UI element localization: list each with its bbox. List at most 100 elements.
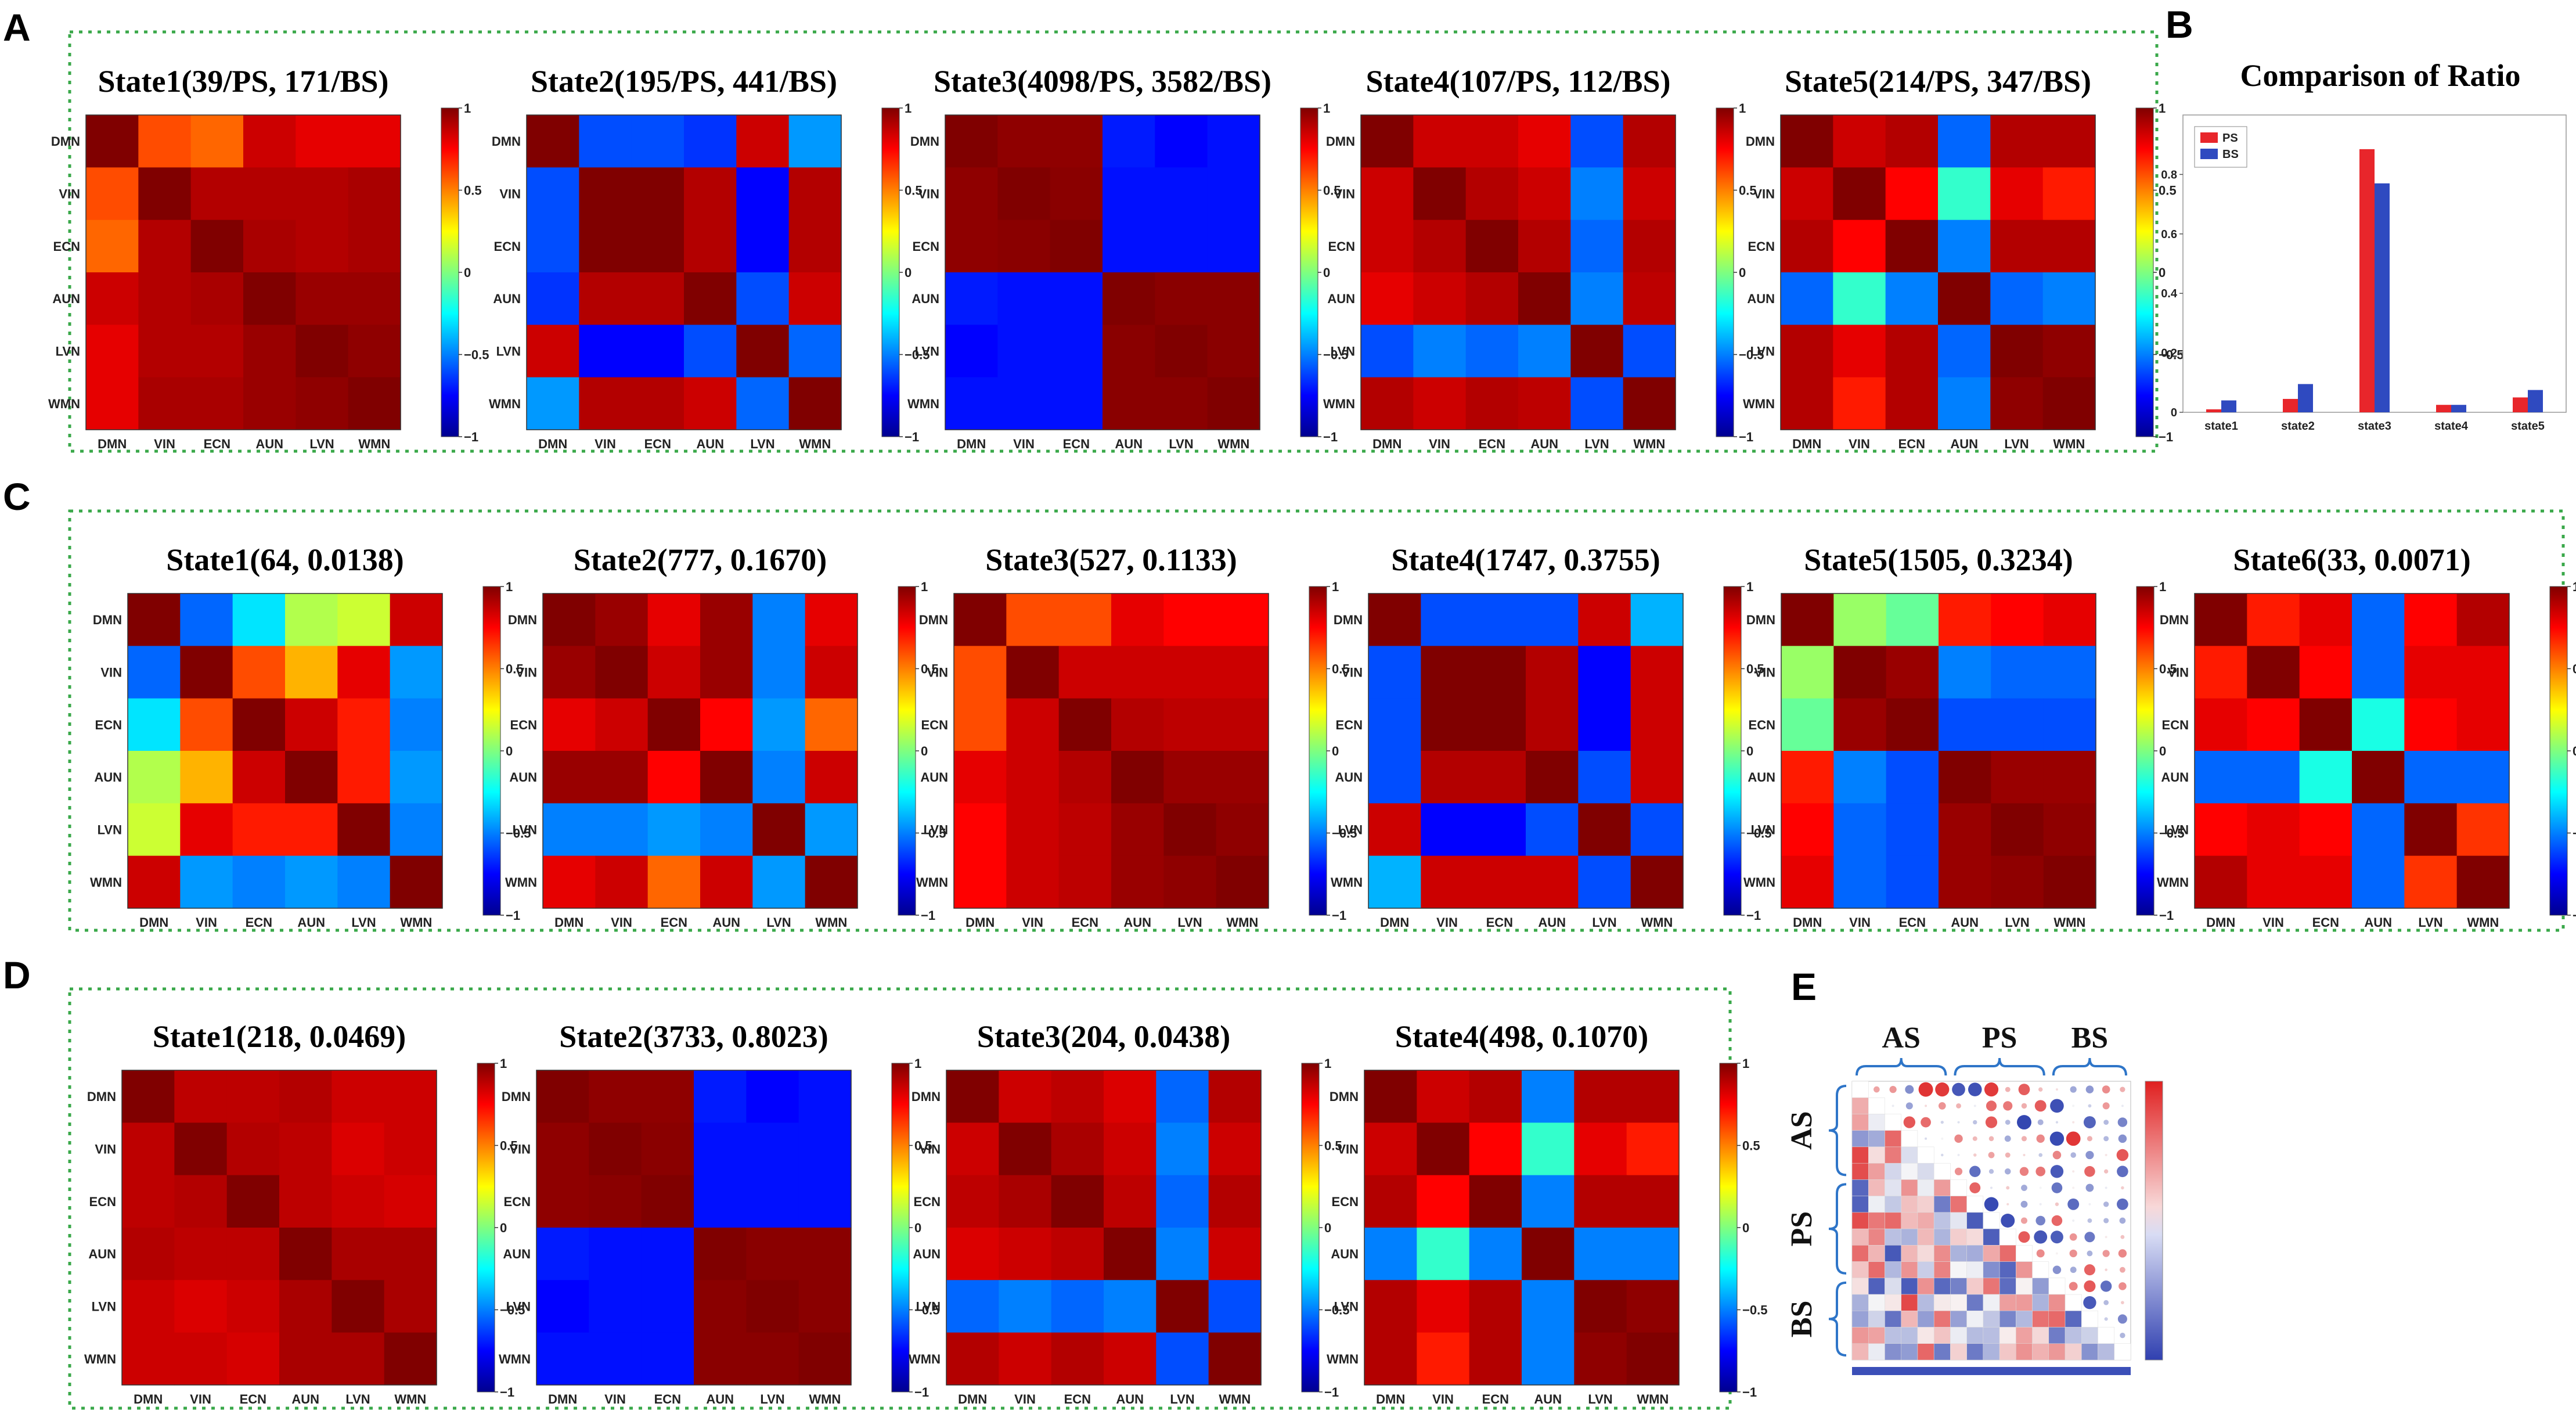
y-tick-label: LVN	[92, 1300, 116, 1314]
heatmap-cell	[180, 646, 233, 699]
x-tick-label: DMN	[1793, 915, 1822, 930]
heatmap-cell	[2043, 593, 2096, 646]
corr-cell	[2016, 1343, 2033, 1361]
y-tick-label: ECN	[89, 1194, 116, 1209]
colorbar-tick-label: 0.5	[1746, 662, 1764, 677]
corr-cell	[1901, 1146, 1918, 1164]
heatmap-cell	[543, 803, 596, 857]
heatmap-cell	[1518, 325, 1571, 378]
corr-circle	[1941, 1153, 1944, 1157]
heatmap-cell	[954, 646, 1007, 699]
corr-cell	[1950, 1212, 1967, 1229]
corr-cell	[1933, 1179, 1951, 1196]
corr-diagonal	[1851, 1081, 1869, 1098]
heatmap-cell	[232, 698, 286, 751]
corr-circle	[2066, 1131, 2081, 1146]
heatmap-cell	[527, 220, 579, 273]
y-tick-label: AUN	[913, 1247, 941, 1261]
corr-cell	[1983, 1311, 2000, 1327]
corr-cell	[1885, 1327, 1901, 1344]
x-tick-label: WMN	[1217, 437, 1249, 451]
legend-label: PS	[2222, 132, 2238, 145]
heatmap-cell	[527, 272, 579, 325]
heatmap-cell	[1578, 803, 1631, 857]
heatmap-cell	[752, 593, 806, 646]
heatmap-cell	[390, 698, 443, 751]
heatmap-cell	[805, 698, 858, 751]
group-brace-left	[1828, 1281, 1847, 1357]
corr-circle	[2072, 1170, 2075, 1173]
heatmap-cell	[2404, 593, 2458, 646]
heatmap-cell	[2352, 698, 2405, 751]
corr-circle	[2070, 1267, 2077, 1273]
group-brace-left	[1828, 1085, 1847, 1176]
corr-cell	[1999, 1294, 2016, 1311]
corr-circle	[1940, 1120, 1944, 1124]
heatmap-cell	[1623, 377, 1676, 430]
colorbar-tick-label: −1	[1332, 908, 1346, 923]
corr-circle	[1957, 1121, 1960, 1124]
heatmap-cell	[543, 698, 596, 751]
legend: PS BS	[2194, 126, 2247, 168]
corr-circle	[2087, 1218, 2092, 1223]
bar-PS-state3	[2359, 149, 2375, 412]
heatmap-cell	[1886, 593, 1939, 646]
heatmap-cell	[226, 1280, 280, 1333]
y-tick-label: DMN	[87, 1089, 116, 1104]
panel-label-B: B	[2166, 3, 2193, 46]
heatmap-cell	[2404, 751, 2458, 804]
corr-cell	[1885, 1261, 1901, 1279]
heatmap-cell	[1207, 115, 1260, 168]
corr-cell	[1851, 1343, 1869, 1361]
heatmap-cell	[1050, 377, 1103, 430]
colorbar-tick-label: −1	[1324, 1385, 1339, 1399]
colorbar-tick-label: −1	[506, 908, 520, 923]
heatmap-cell	[128, 646, 181, 699]
heatmap-cell	[279, 1228, 332, 1280]
heatmap-cell	[1886, 646, 1939, 699]
corr-circle	[1918, 1082, 1933, 1097]
heatmap-cell	[595, 698, 648, 751]
heatmap-cell	[1155, 115, 1208, 168]
heatmap-cell	[1518, 167, 1571, 221]
heatmap-cell	[1216, 698, 1269, 751]
heatmap-cell	[997, 325, 1051, 378]
heatmap-cell	[1050, 272, 1103, 325]
corr-cell	[1950, 1278, 1967, 1295]
heatmap-cell	[1574, 1332, 1627, 1386]
heatmap-cell	[1421, 855, 1474, 909]
corr-circle	[2103, 1120, 2109, 1125]
corr-cell	[1868, 1114, 1885, 1131]
heatmap-cell	[1574, 1228, 1627, 1280]
heatmap-cell	[1465, 272, 1519, 325]
heatmap-cell	[2042, 325, 2096, 378]
corr-cell	[1851, 1261, 1869, 1279]
x-tick-label: LVN	[309, 437, 334, 451]
corr-circle	[2069, 1233, 2077, 1241]
heatmap-cell	[527, 167, 579, 221]
corr-circle	[2102, 1250, 2110, 1257]
heatmap-title: State3(204, 0.0438)	[977, 1019, 1230, 1054]
heatmap-cell	[1518, 272, 1571, 325]
heatmap-cell	[285, 751, 338, 804]
heatmap-cell	[1781, 115, 1833, 168]
heatmap-cell	[1364, 1280, 1417, 1333]
heatmap-cell	[1207, 272, 1260, 325]
x-tick-label: LVN	[1170, 1392, 1194, 1406]
corr-circle	[2072, 1104, 2075, 1107]
corr-circle	[1969, 1182, 1981, 1193]
corr-cell	[1851, 1179, 1869, 1196]
colorbar-tick-label: −1	[2159, 908, 2174, 923]
heatmap-cell	[945, 272, 998, 325]
x-tick-label: state5	[2511, 420, 2545, 433]
heatmap-cell	[232, 803, 286, 857]
x-tick-label: LVN	[1592, 915, 1616, 930]
heatmap-cell	[2195, 855, 2247, 909]
bar-BS-state2	[2298, 384, 2313, 412]
heatmap-cell	[798, 1280, 852, 1333]
corr-circle	[2037, 1119, 2044, 1125]
heatmap-cell	[1833, 803, 1887, 857]
heatmap-cell	[337, 646, 391, 699]
corr-cell	[2016, 1278, 2033, 1295]
heatmap-cell	[1939, 646, 1991, 699]
